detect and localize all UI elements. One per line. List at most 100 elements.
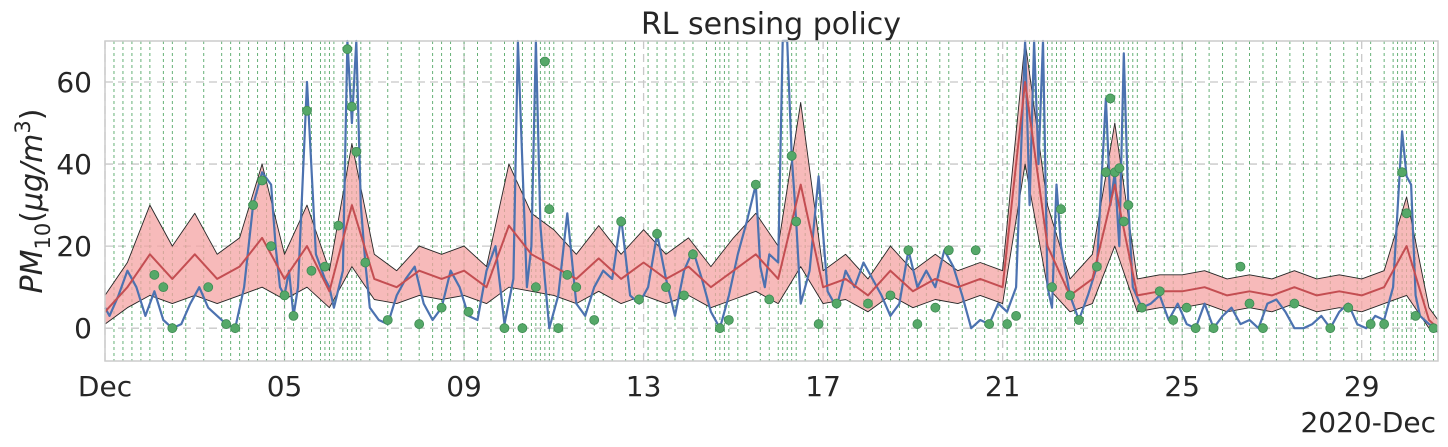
- sensing-point: [360, 257, 371, 268]
- sensing-point: [1428, 323, 1439, 334]
- y-tick-label: 20: [56, 230, 92, 263]
- sensing-point: [1244, 298, 1255, 309]
- sensing-point: [544, 204, 555, 215]
- x-tick-label: 25: [1164, 370, 1200, 403]
- sensing-point: [831, 298, 842, 309]
- sensing-point: [149, 269, 160, 280]
- sensing-point: [436, 302, 447, 313]
- sensing-markers: [149, 44, 1439, 334]
- sensing-point: [553, 323, 564, 334]
- sensing-point: [346, 101, 357, 112]
- sensing-point: [1379, 319, 1390, 329]
- sensing-point: [589, 315, 600, 325]
- sensing-point: [306, 265, 317, 276]
- sensing-point: [688, 249, 698, 260]
- y-axis-label: PM10(μg/m3): [11, 109, 55, 294]
- sensing-point: [1325, 323, 1336, 334]
- sensing-point: [517, 323, 528, 334]
- sensing-point: [288, 310, 299, 321]
- sensing-point: [912, 319, 923, 329]
- y-tick-labels: 0 20 40 60: [56, 66, 92, 345]
- x-tick-labels: Dec 05 09 13 17 21 25 29: [78, 370, 1380, 403]
- sensing-point: [1289, 298, 1300, 309]
- sensing-point: [562, 269, 573, 280]
- sensing-point: [813, 319, 824, 329]
- x-tick-label: Dec: [78, 370, 132, 403]
- x-offset-label: 2020-Dec: [1300, 406, 1436, 439]
- sensing-point: [885, 290, 896, 301]
- sensing-point: [1343, 302, 1354, 313]
- sensing-point: [1002, 319, 1013, 329]
- sensing-point: [750, 179, 761, 190]
- sensing-point: [903, 245, 914, 256]
- sensing-point: [863, 298, 873, 309]
- sensing-point: [943, 245, 954, 256]
- sensing-point: [661, 282, 671, 293]
- sensing-point: [1114, 163, 1125, 174]
- y-tick-label: 60: [56, 66, 92, 99]
- gridlines: [104, 41, 1438, 361]
- sensing-point: [203, 282, 214, 293]
- sensing-point: [302, 105, 312, 116]
- uncertainty-band: [104, 40, 1439, 333]
- sensing-point: [1136, 302, 1147, 313]
- sensing-point: [984, 319, 995, 329]
- y-tick-label: 40: [56, 148, 92, 181]
- sensing-point: [1168, 315, 1179, 325]
- sensing-point: [279, 290, 290, 301]
- x-tick-label: 13: [626, 370, 662, 403]
- plot-frame: [104, 40, 1439, 362]
- x-tick-label: 21: [985, 370, 1021, 403]
- sensing-point: [1065, 290, 1075, 301]
- sensing-point: [616, 216, 627, 227]
- sensing-point: [342, 44, 353, 55]
- sensing-point: [1100, 167, 1111, 178]
- sensing-point: [634, 294, 644, 305]
- sensing-point: [248, 200, 259, 211]
- sensing-point: [230, 323, 241, 334]
- x-tick-label: 09: [446, 370, 482, 403]
- sensing-point: [221, 319, 232, 329]
- sensing-point: [351, 146, 362, 157]
- sensing-point: [1190, 323, 1201, 334]
- sensing-point: [1181, 302, 1192, 313]
- sensing-point: [1397, 167, 1407, 178]
- chart-title: RL sensing policy: [641, 7, 901, 42]
- sensing-point: [1118, 216, 1129, 227]
- sensing-point: [539, 56, 550, 67]
- sensing-point: [167, 323, 178, 334]
- sensing-point: [266, 241, 276, 252]
- sensing-point: [158, 282, 169, 293]
- sensing-point: [320, 261, 330, 272]
- sensing-point: [414, 319, 425, 329]
- sensing-point: [382, 315, 393, 325]
- band-area: [105, 41, 1438, 333]
- sensing-point: [786, 150, 797, 161]
- sensing-point: [530, 282, 541, 293]
- sensing-point: [1123, 200, 1134, 211]
- sensing-point: [791, 216, 802, 227]
- sensing-point: [571, 282, 582, 293]
- sensing-point: [1056, 204, 1066, 215]
- sensing-point: [1401, 208, 1412, 219]
- x-tick-label: 05: [267, 370, 303, 403]
- sensing-point: [1258, 323, 1268, 334]
- sensing-point: [1235, 261, 1246, 272]
- x-tick-label: 29: [1344, 370, 1380, 403]
- sensing-point: [1011, 310, 1022, 321]
- sensing-point: [1208, 323, 1219, 334]
- sensing-point: [930, 302, 941, 313]
- sensing-point: [1410, 310, 1421, 321]
- sensing-point: [723, 315, 734, 325]
- sensing-point: [970, 245, 981, 256]
- x-tick-label: 17: [805, 370, 841, 403]
- sensing-point: [714, 323, 725, 334]
- sensing-point: [652, 228, 662, 239]
- sensing-point: [1047, 282, 1057, 293]
- sensing-point: [679, 290, 689, 301]
- sensing-point: [499, 323, 510, 334]
- sensing-point: [257, 175, 267, 186]
- sensing-point: [1154, 286, 1165, 297]
- sensing-point: [764, 294, 775, 305]
